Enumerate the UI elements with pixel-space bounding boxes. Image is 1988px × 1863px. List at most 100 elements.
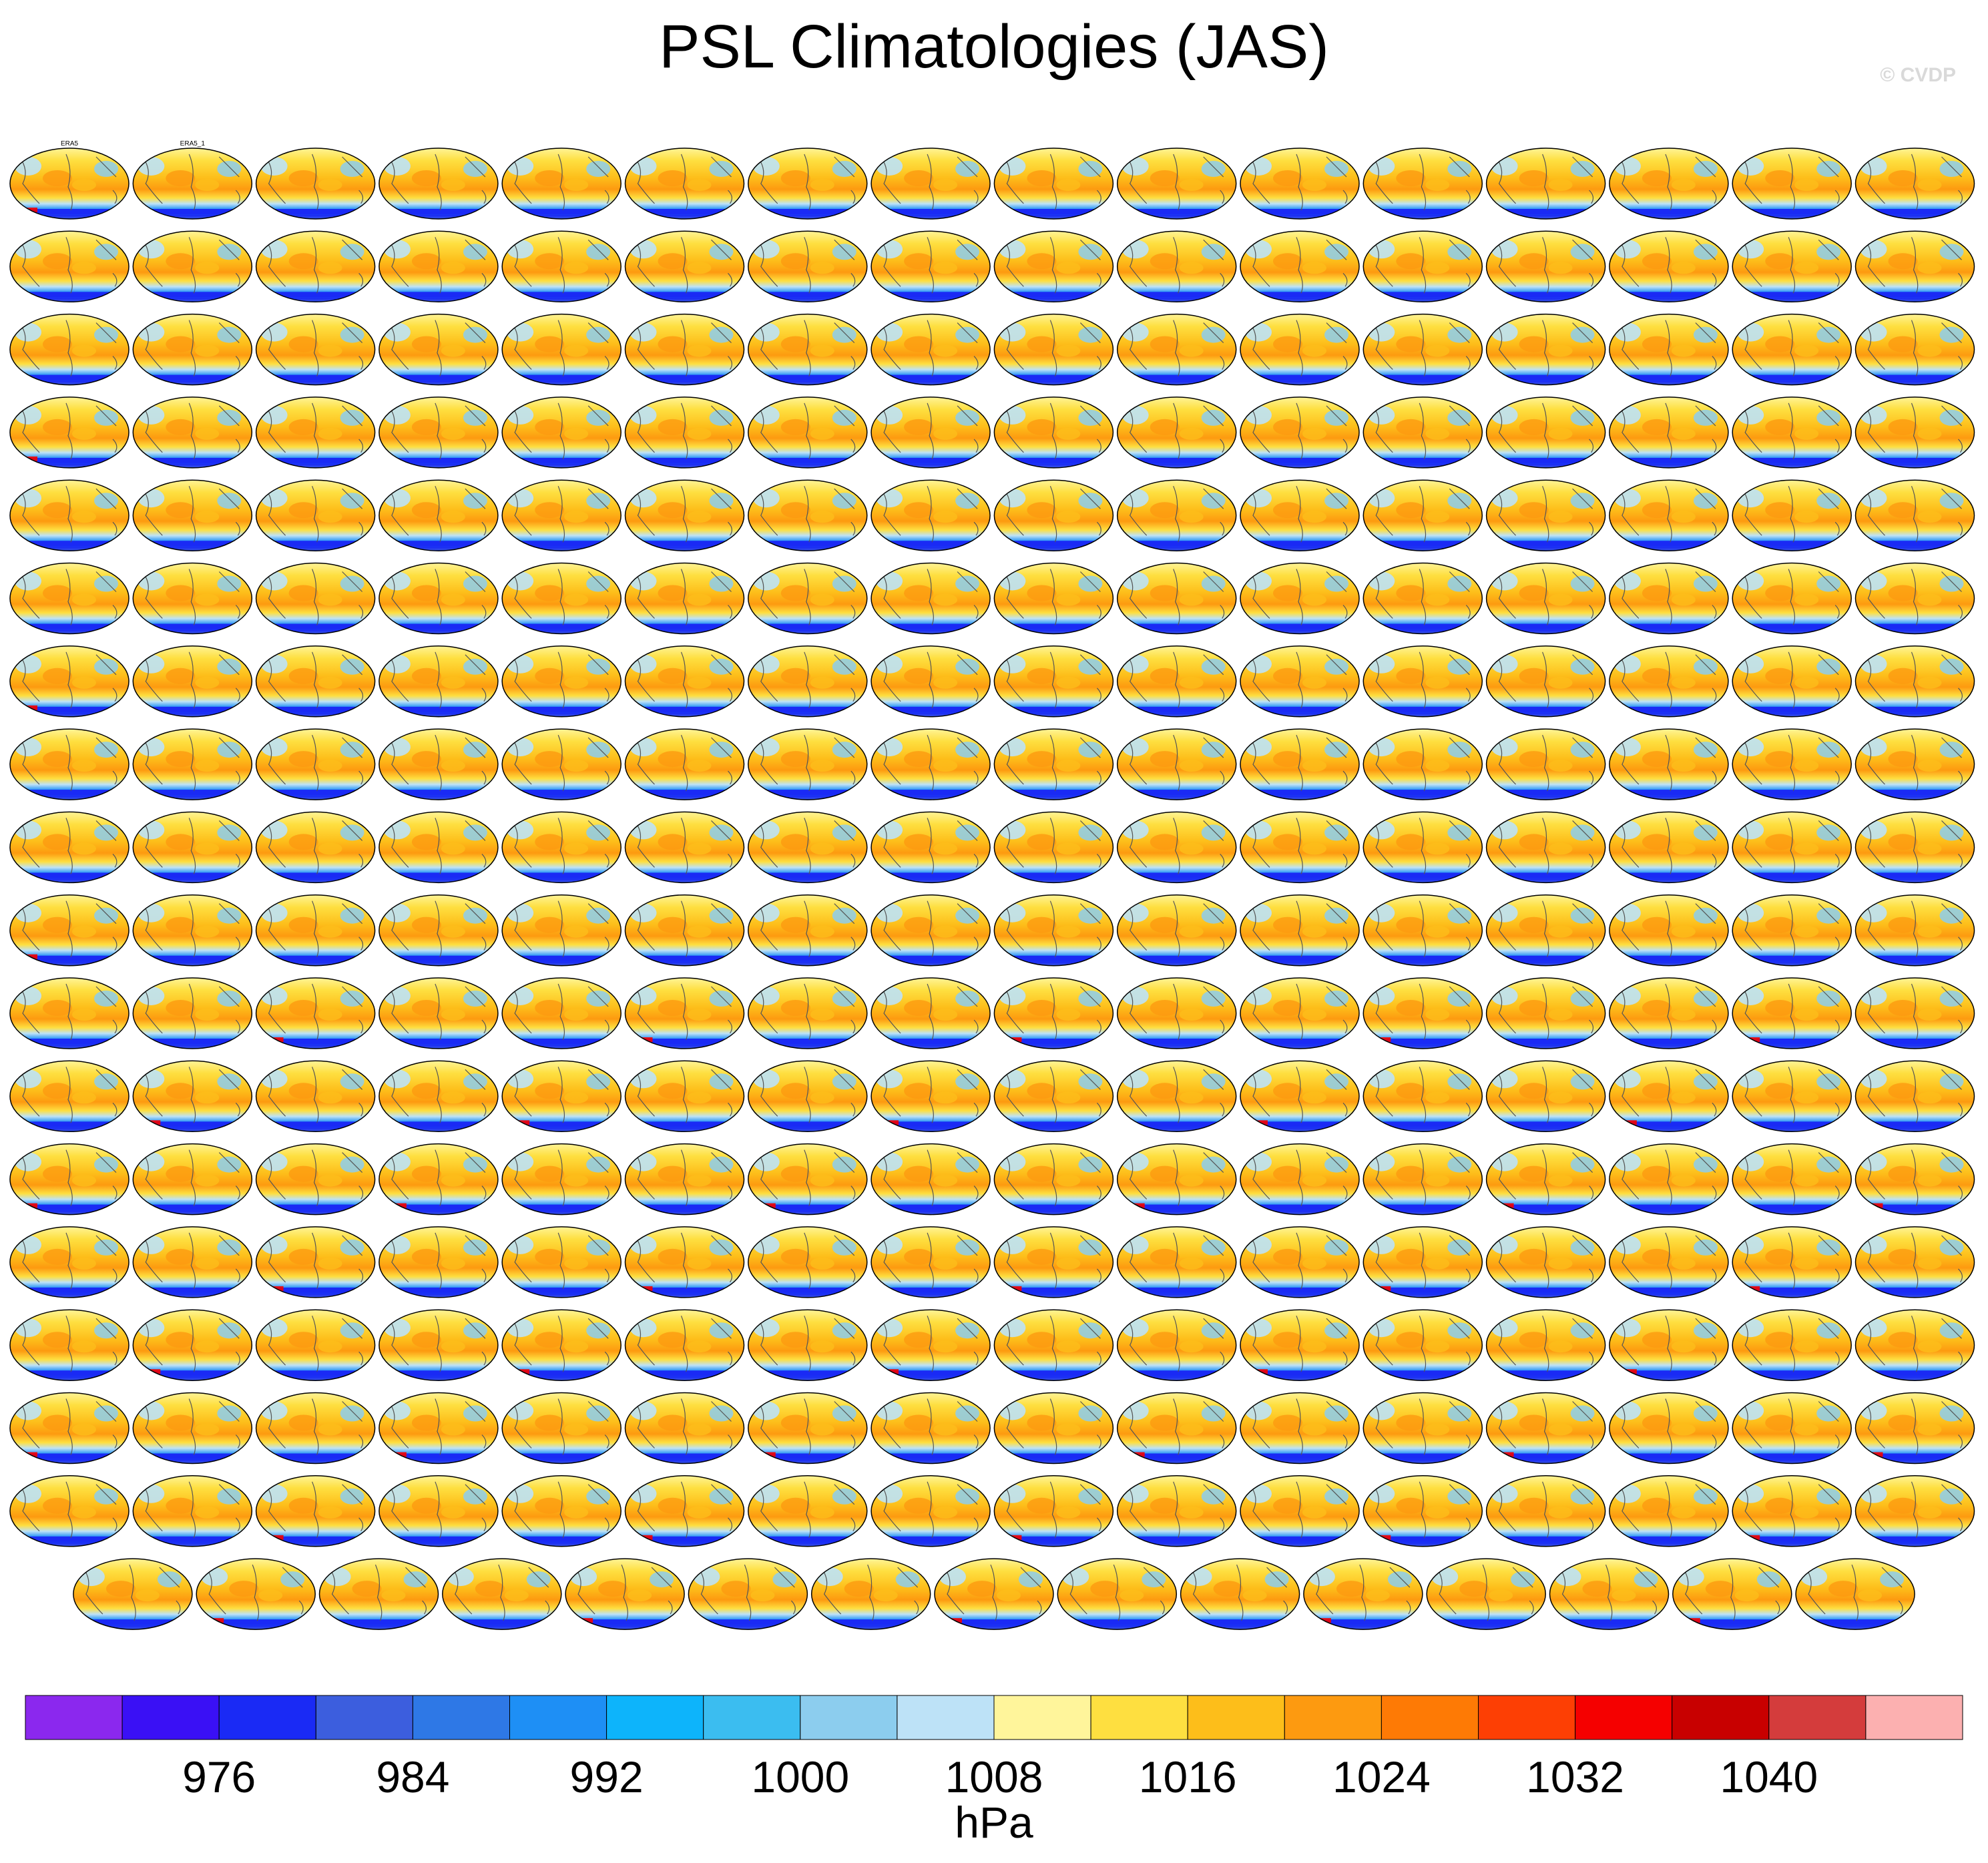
map-panel (9, 645, 130, 718)
map-panel (1116, 977, 1237, 1049)
map-panel (255, 977, 376, 1049)
map-panel (132, 479, 253, 551)
map-panel (688, 1558, 808, 1630)
map-panel (1240, 645, 1360, 718)
map-panel (1116, 1309, 1237, 1381)
map-panel (871, 977, 991, 1049)
map-panel (379, 313, 499, 386)
map-panel (1732, 1226, 1852, 1298)
map-panel (1485, 479, 1606, 551)
map-panel (501, 1392, 622, 1465)
map-panel (1732, 1475, 1852, 1547)
map-panel (748, 562, 868, 635)
map-panel (1426, 1558, 1546, 1630)
map-panel (501, 1143, 622, 1216)
map-panel (501, 1226, 622, 1298)
map-panel (1609, 1392, 1729, 1465)
map-panel (255, 479, 376, 551)
map-panel (993, 645, 1114, 718)
map-panel (255, 1309, 376, 1381)
map-panel (1609, 313, 1729, 386)
map-panel (1485, 1392, 1606, 1465)
map-panel (9, 479, 130, 551)
map-panel (748, 977, 868, 1049)
map-panel (1362, 728, 1483, 800)
map-panel (1854, 977, 1975, 1049)
map-panel (993, 1060, 1114, 1133)
map-panel (379, 396, 499, 469)
map-panel (255, 1392, 376, 1465)
map-panel (132, 977, 253, 1049)
map-panel (1854, 1143, 1975, 1216)
map-panel (871, 1392, 991, 1465)
map-panel (1609, 230, 1729, 303)
map-panel (624, 728, 745, 800)
map-panel (1485, 148, 1606, 220)
map-panel (379, 1475, 499, 1547)
map-panel (1854, 811, 1975, 884)
map-panel (565, 1558, 685, 1630)
map-panel (993, 977, 1114, 1049)
map-panel (1485, 1060, 1606, 1133)
map-panel (379, 645, 499, 718)
map-panel (73, 1558, 193, 1630)
map-panel (132, 1309, 253, 1381)
colorbar-swatch (1672, 1695, 1770, 1740)
map-panel (993, 1226, 1114, 1298)
map-panel (748, 479, 868, 551)
map-panel (379, 894, 499, 967)
map-panel (1240, 1475, 1360, 1547)
colorbar-swatch (1478, 1695, 1576, 1740)
map-panel (132, 728, 253, 800)
map-panel (1672, 1558, 1792, 1630)
map-panel (993, 1309, 1114, 1381)
map-panel (379, 1309, 499, 1381)
map-panel (1240, 894, 1360, 967)
map-panel (993, 1475, 1114, 1547)
colorbar-tick-label: 984 (376, 1752, 449, 1802)
map-panel (379, 1392, 499, 1465)
map-panel (1240, 562, 1360, 635)
colorbar-swatch (121, 1695, 220, 1740)
map-panel (1485, 313, 1606, 386)
map-panel (748, 811, 868, 884)
map-panel (1303, 1558, 1423, 1630)
map-panel (1732, 230, 1852, 303)
map-panel (1116, 645, 1237, 718)
map-panel (255, 1060, 376, 1133)
map-panel (1362, 1392, 1483, 1465)
colorbar-swatch (1381, 1695, 1479, 1740)
map-panel (871, 396, 991, 469)
map-panel (1732, 562, 1852, 635)
map-panel (1362, 479, 1483, 551)
map-panel (1609, 1475, 1729, 1547)
map-panel (1609, 1060, 1729, 1133)
map-panel (1116, 1392, 1237, 1465)
map-panel (748, 645, 868, 718)
map-panel (1485, 1475, 1606, 1547)
colorbar-swatch (509, 1695, 607, 1740)
map-panel (1609, 1309, 1729, 1381)
map-panel (1854, 148, 1975, 220)
map-panel (993, 148, 1114, 220)
map-panel (9, 396, 130, 469)
map-panel (379, 977, 499, 1049)
map-panel (379, 1226, 499, 1298)
map-panel (255, 313, 376, 386)
map-panel (1854, 562, 1975, 635)
map-panel (1732, 977, 1852, 1049)
map-panel (934, 1558, 1054, 1630)
page-title: PSL Climatologies (JAS) (659, 13, 1329, 81)
map-panel (1485, 894, 1606, 967)
map-panel (1854, 645, 1975, 718)
colorbar-swatch (1187, 1695, 1285, 1740)
map-panel (993, 1392, 1114, 1465)
map-panel (871, 1475, 991, 1547)
map-panel (1362, 230, 1483, 303)
map-panel (1609, 894, 1729, 967)
map-panel (871, 1309, 991, 1381)
map-panel (1362, 645, 1483, 718)
map-panel (624, 1060, 745, 1133)
map-panel (871, 1143, 991, 1216)
map-panel (9, 1143, 130, 1216)
